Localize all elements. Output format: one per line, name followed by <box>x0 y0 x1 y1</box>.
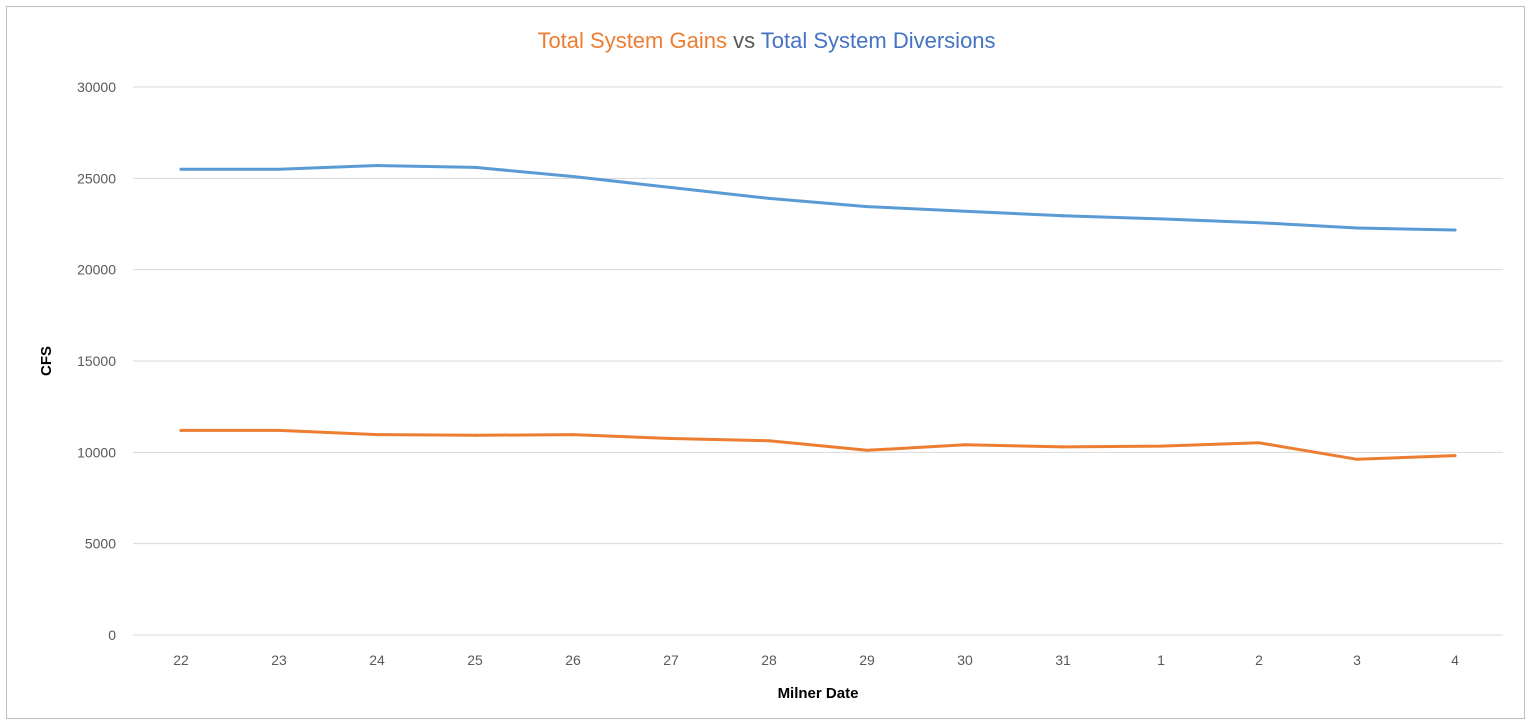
data-point-total-system-gains <box>1257 441 1261 445</box>
series-lines <box>179 164 1457 461</box>
data-point-total-system-gains <box>277 428 281 432</box>
x-tick-label: 23 <box>271 652 287 668</box>
x-tick-label: 26 <box>565 652 581 668</box>
x-tick-label: 3 <box>1353 652 1361 668</box>
data-point-total-system-diversions <box>669 185 673 189</box>
chart-title-gains: Total System Gains <box>537 28 727 53</box>
data-point-total-system-diversions <box>865 205 869 209</box>
data-point-total-system-diversions <box>767 196 771 200</box>
data-point-total-system-gains <box>571 433 575 437</box>
x-tick-label: 28 <box>761 652 777 668</box>
series-line-total-system-gains <box>179 428 1457 461</box>
chart-title-vs: vs <box>733 28 756 53</box>
gridlines <box>133 86 1503 636</box>
x-tick-label: 27 <box>663 652 679 668</box>
x-tick-label: 24 <box>369 652 385 668</box>
x-tick-label: 25 <box>467 652 483 668</box>
x-tick-label: 2 <box>1255 652 1263 668</box>
data-point-total-system-gains <box>473 433 477 437</box>
data-point-total-system-gains <box>669 436 673 440</box>
data-point-total-system-gains <box>865 448 869 452</box>
y-tick-label: 20000 <box>77 262 116 278</box>
data-point-total-system-diversions <box>277 167 281 171</box>
x-axis-title: Milner Date <box>778 685 859 702</box>
y-tick-label: 30000 <box>77 79 116 95</box>
data-point-total-system-diversions <box>1061 214 1065 218</box>
data-point-total-system-diversions <box>179 167 183 171</box>
y-axis-tick-labels: 0 5000 10000 15000 20000 25000 30000 <box>77 79 116 643</box>
data-point-total-system-gains <box>1159 444 1163 448</box>
x-tick-label: 31 <box>1055 652 1071 668</box>
y-tick-label: 5000 <box>85 536 116 552</box>
series-line-total-system-diversions <box>179 164 1457 232</box>
chart-area <box>6 6 1525 719</box>
chart-title-diversions: Total System Diversions <box>760 28 996 53</box>
data-point-total-system-diversions <box>571 175 575 179</box>
data-point-total-system-diversions <box>1355 226 1359 230</box>
data-point-total-system-diversions <box>375 164 379 168</box>
data-point-total-system-diversions <box>1159 217 1163 221</box>
x-tick-label: 29 <box>859 652 875 668</box>
data-point-total-system-diversions <box>963 209 967 213</box>
y-tick-label: 15000 <box>77 353 116 369</box>
x-tick-label: 1 <box>1157 652 1165 668</box>
data-point-total-system-gains <box>767 439 771 443</box>
data-point-total-system-gains <box>1453 454 1457 458</box>
data-point-total-system-gains <box>179 428 183 432</box>
data-point-total-system-diversions <box>1257 221 1261 225</box>
data-point-total-system-gains <box>1355 457 1359 461</box>
data-point-total-system-diversions <box>473 165 477 169</box>
y-axis-title: CFS <box>38 346 55 376</box>
data-point-total-system-gains <box>1061 445 1065 449</box>
x-tick-label: 4 <box>1451 652 1459 668</box>
x-tick-label: 22 <box>173 652 189 668</box>
data-point-total-system-gains <box>963 443 967 447</box>
data-point-total-system-gains <box>375 433 379 437</box>
y-tick-label: 10000 <box>77 444 116 460</box>
y-tick-label: 0 <box>108 627 116 643</box>
x-axis-tick-labels: 22 23 24 25 26 27 28 29 30 31 1 2 3 4 <box>173 652 1459 668</box>
data-point-total-system-diversions <box>1453 228 1457 232</box>
chart-title: Total System Gains vs Total System Diver… <box>0 28 1533 54</box>
y-tick-label: 25000 <box>77 170 116 186</box>
x-tick-label: 30 <box>957 652 973 668</box>
